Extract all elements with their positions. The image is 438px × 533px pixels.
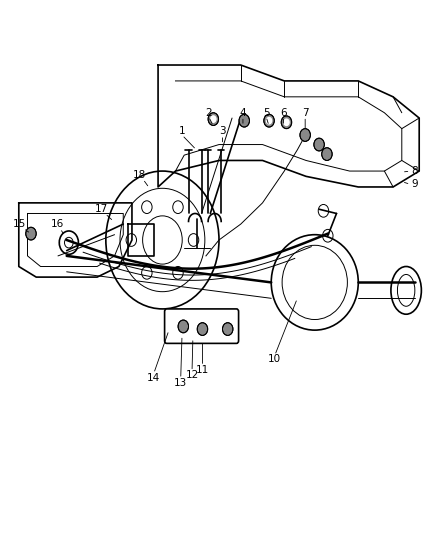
FancyBboxPatch shape (165, 309, 239, 343)
Circle shape (281, 116, 292, 128)
Text: 13: 13 (174, 378, 187, 388)
Circle shape (239, 114, 250, 127)
Circle shape (178, 320, 188, 333)
Text: 6: 6 (280, 108, 287, 118)
Circle shape (197, 322, 208, 335)
Text: 7: 7 (302, 108, 308, 118)
Text: 17: 17 (95, 204, 108, 214)
Text: 8: 8 (412, 166, 418, 176)
Text: 15: 15 (13, 219, 26, 229)
Text: 2: 2 (205, 108, 212, 118)
Text: 14: 14 (147, 373, 160, 383)
Circle shape (264, 114, 274, 127)
Circle shape (26, 227, 36, 240)
Text: 5: 5 (263, 108, 269, 118)
Text: 4: 4 (240, 108, 246, 118)
Text: 11: 11 (196, 365, 209, 375)
Circle shape (211, 116, 216, 122)
Text: 18: 18 (133, 171, 146, 180)
Circle shape (284, 119, 289, 125)
Text: 1: 1 (179, 126, 185, 136)
Circle shape (223, 322, 233, 335)
Circle shape (266, 117, 272, 124)
Circle shape (300, 128, 311, 141)
Circle shape (208, 113, 219, 125)
Text: 3: 3 (219, 126, 226, 136)
Circle shape (314, 138, 324, 151)
Text: 12: 12 (185, 370, 199, 380)
Text: 9: 9 (412, 179, 418, 189)
Text: 10: 10 (268, 354, 281, 364)
Text: 16: 16 (50, 219, 64, 229)
Circle shape (322, 148, 332, 160)
